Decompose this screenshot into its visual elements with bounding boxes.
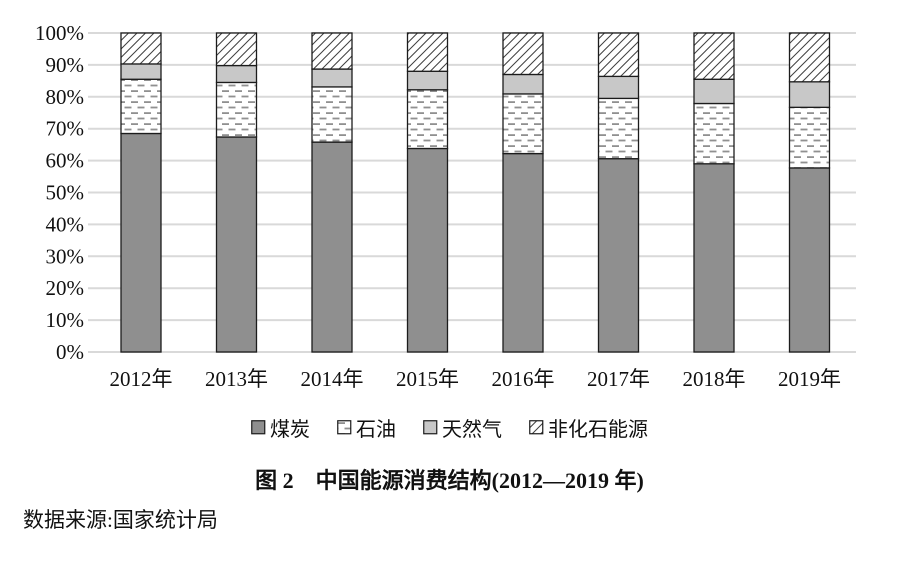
legend-item-coal: 煤炭 xyxy=(251,413,310,442)
bar-segment-coal xyxy=(597,158,640,353)
bar-segment-oil xyxy=(788,106,831,169)
y-tick-label: 100% xyxy=(35,21,84,45)
y-tick-label: 40% xyxy=(46,212,85,236)
legend-label-gas: 天然气 xyxy=(442,419,502,441)
bar-segment-nonfossil xyxy=(597,32,640,78)
legend-marker-gas xyxy=(423,420,438,435)
legend-marker-oil xyxy=(337,420,352,435)
bar-segment-oil xyxy=(693,102,735,165)
legend-item-nonfossil: 非化石能源 xyxy=(529,413,648,442)
bar-segment-coal xyxy=(406,147,449,353)
bar-segment-coal xyxy=(788,167,831,353)
legend-item-oil: 石油 xyxy=(337,413,396,442)
y-tick-label: 0% xyxy=(56,340,84,364)
bar-segment-coal xyxy=(311,141,353,353)
bar-segment-oil xyxy=(502,93,544,155)
x-tick-label: 2015年 xyxy=(396,367,459,391)
legend-label-nonfossil: 非化石能源 xyxy=(548,419,648,441)
bar-segment-oil xyxy=(406,89,449,150)
y-tick-label: 30% xyxy=(46,244,85,268)
bar-segment-oil xyxy=(311,86,353,143)
x-tick-label: 2018年 xyxy=(683,367,746,391)
bar-segment-coal xyxy=(215,136,258,353)
bar-segment-coal xyxy=(693,163,735,353)
y-tick-label: 60% xyxy=(46,149,85,173)
x-tick-label: 2014年 xyxy=(301,367,364,391)
legend-label-oil: 石油 xyxy=(356,419,396,441)
bar-segment-gas xyxy=(120,63,162,80)
legend-item-gas: 天然气 xyxy=(423,413,502,442)
bar-segment-gas xyxy=(597,75,640,100)
chart-legend: 煤炭 石油 天然气 非化石能源 xyxy=(0,413,899,442)
x-tick-label: 2019年 xyxy=(778,367,841,391)
bar-segment-nonfossil xyxy=(120,32,162,65)
bar-segment-nonfossil xyxy=(502,32,544,76)
bar-segment-coal xyxy=(502,152,544,353)
x-tick-label: 2013年 xyxy=(205,367,268,391)
data-source-note: 数据来源:国家统计局 xyxy=(23,508,218,532)
y-tick-label: 10% xyxy=(46,308,85,332)
bar-segment-gas xyxy=(788,81,831,108)
bar-segment-nonfossil xyxy=(311,32,353,70)
y-tick-label: 50% xyxy=(46,181,85,205)
y-tick-label: 20% xyxy=(46,276,85,300)
legend-label-coal: 煤炭 xyxy=(270,419,310,441)
figure-caption: 图 2 中国能源消费结构(2012—2019 年) xyxy=(255,468,644,493)
stacked-bar-chart: 0% 10% 20% 30% 40% 50% 60% 70% 80% 90% 100% 2012年 20… xyxy=(35,21,856,391)
x-tick-label: 2016年 xyxy=(492,367,555,391)
y-tick-label: 80% xyxy=(46,85,85,109)
bar-segment-oil xyxy=(215,81,258,138)
bar-segment-nonfossil xyxy=(406,32,449,72)
bar-segment-nonfossil xyxy=(693,32,735,80)
bar-segment-nonfossil xyxy=(215,32,258,67)
bar-segment-gas xyxy=(406,70,449,91)
bar-segment-gas xyxy=(215,64,258,84)
bar-segment-coal xyxy=(120,132,162,353)
y-tick-label: 90% xyxy=(46,53,85,77)
y-tick-label: 70% xyxy=(46,117,85,141)
legend-marker-nonfossil xyxy=(529,420,544,435)
bar-segment-oil xyxy=(120,78,162,135)
bar-segment-gas xyxy=(502,73,544,95)
bar-segment-nonfossil xyxy=(788,32,831,83)
x-tick-label: 2012年 xyxy=(110,367,173,391)
bar-segment-gas xyxy=(311,68,353,88)
legend-marker-coal xyxy=(251,420,266,435)
bar-segment-oil xyxy=(597,97,640,160)
x-tick-label: 2017年 xyxy=(587,367,650,391)
bar-segment-gas xyxy=(693,78,735,105)
